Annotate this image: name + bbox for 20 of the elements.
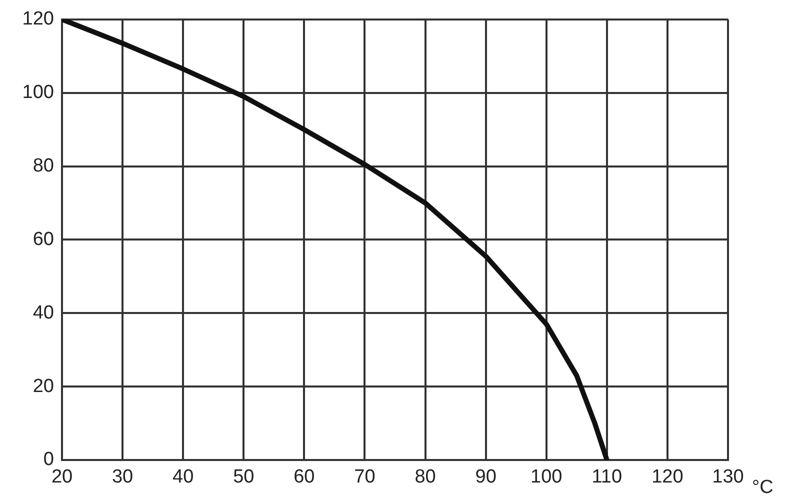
x-tick-label: 20 — [51, 466, 73, 488]
x-tick-label: 60 — [294, 466, 315, 488]
y-tick-label: 40 — [32, 302, 54, 324]
x-tick-label: 110 — [592, 466, 622, 488]
x-tick-label: 130 — [712, 466, 744, 488]
y-tick-label: 0 — [43, 449, 54, 470]
y-tick-label: 80 — [32, 156, 54, 176]
x-tick-label: 80 — [414, 466, 436, 488]
y-tick-label: 60 — [32, 228, 54, 250]
x-tick-label: 50 — [233, 466, 254, 488]
y-tick-label: 100 — [22, 82, 54, 104]
x-tick-label: 100 — [530, 466, 562, 488]
x-tick-label: 70 — [354, 466, 376, 488]
x-tick-label: 90 — [475, 466, 496, 488]
x-axis-title: °C — [752, 477, 774, 498]
x-tick-label: 40 — [172, 466, 194, 488]
x-tick-label: 30 — [112, 466, 134, 488]
y-tick-label: 20 — [32, 376, 54, 397]
y-tick-label: 120 — [22, 8, 54, 30]
x-tick-label: 120 — [652, 466, 684, 488]
